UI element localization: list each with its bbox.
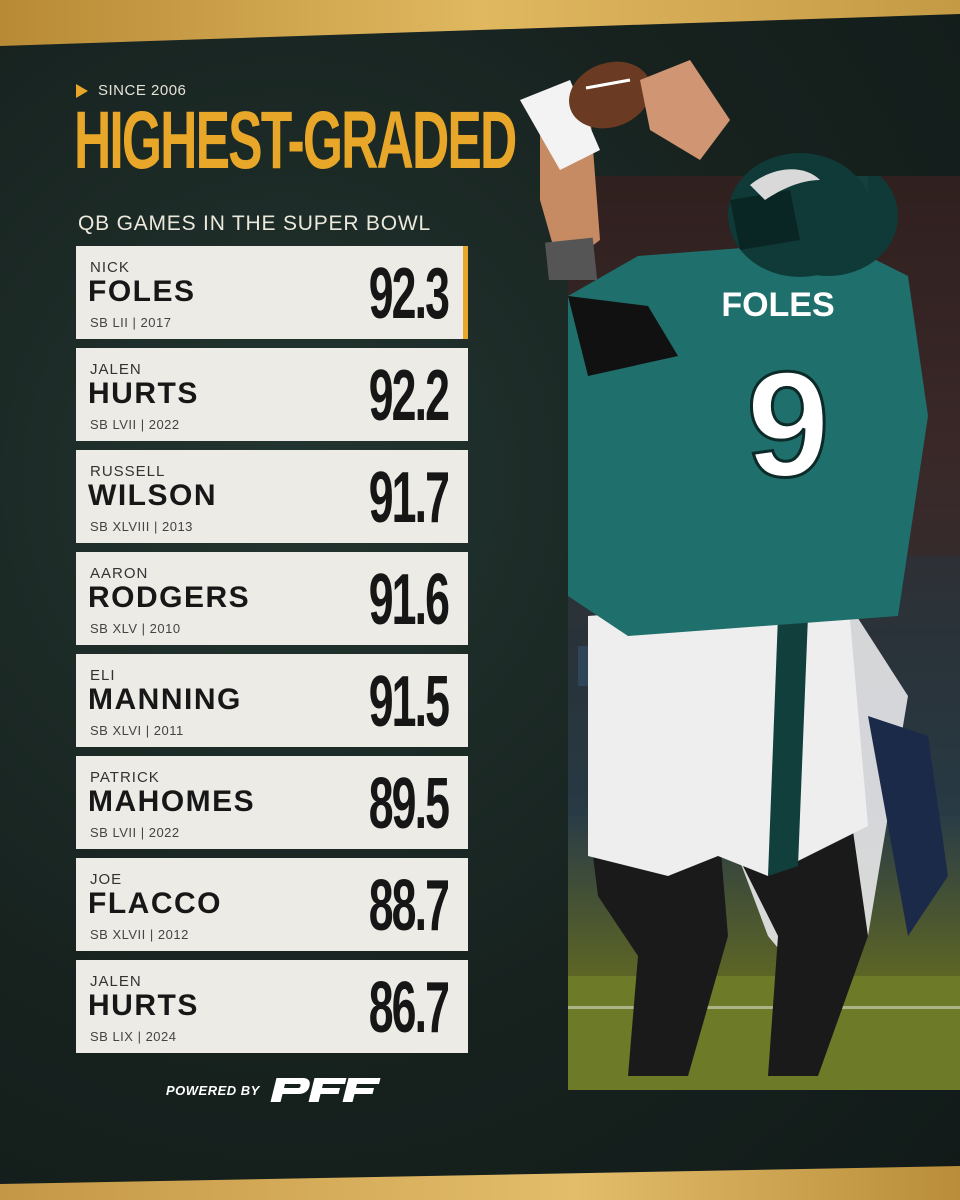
player-grade: 91.7 bbox=[368, 458, 450, 538]
player-game: SB LVII | 2022 bbox=[90, 417, 180, 432]
player-game: SB XLVI | 2011 bbox=[90, 723, 184, 738]
player-game: SB XLVIII | 2013 bbox=[90, 519, 193, 534]
player-card: AARON RODGERS SB XLV | 2010 91.6 bbox=[76, 552, 468, 645]
player-last-name: FLACCO bbox=[88, 887, 222, 920]
player-game: SB XLV | 2010 bbox=[90, 621, 181, 636]
player-grade: 92.3 bbox=[368, 254, 450, 334]
player-grade: 89.5 bbox=[368, 764, 450, 844]
player-last-name: MANNING bbox=[88, 683, 242, 716]
kicker-text: SINCE 2006 bbox=[98, 82, 187, 99]
kicker: SINCE 2006 bbox=[76, 82, 186, 99]
player-card: ELI MANNING SB XLVI | 2011 91.5 bbox=[76, 654, 468, 747]
player-grade: 86.7 bbox=[368, 968, 450, 1048]
player-card: RUSSELL WILSON SB XLVIII | 2013 91.7 bbox=[76, 450, 468, 543]
catch-illustration bbox=[520, 60, 872, 280]
player-illustration: FOLES 9 bbox=[568, 176, 960, 1090]
player-first-name: ELI bbox=[90, 667, 116, 684]
player-game: SB LIX | 2024 bbox=[90, 1029, 177, 1044]
rankings-list: NICK FOLES SB LII | 2017 92.3 JALEN HURT… bbox=[76, 246, 468, 1062]
player-last-name: WILSON bbox=[88, 479, 217, 512]
player-grade: 91.6 bbox=[368, 560, 450, 640]
player-first-name: AARON bbox=[90, 565, 149, 582]
player-first-name: JOE bbox=[90, 871, 123, 888]
jersey-name: FOLES bbox=[721, 286, 834, 324]
player-game: SB LII | 2017 bbox=[90, 315, 172, 330]
subheadline: QB GAMES IN THE SUPER BOWL bbox=[78, 212, 431, 235]
player-last-name: HURTS bbox=[88, 377, 199, 410]
player-first-name: NICK bbox=[90, 259, 130, 276]
player-grade: 91.5 bbox=[368, 662, 450, 742]
pff-logo bbox=[270, 1076, 382, 1104]
player-game: SB XLVII | 2012 bbox=[90, 927, 189, 942]
player-first-name: RUSSELL bbox=[90, 463, 166, 480]
player-last-name: RODGERS bbox=[88, 581, 251, 614]
player-first-name: JALEN bbox=[90, 973, 142, 990]
player-card: PATRICK MAHOMES SB LVII | 2022 89.5 bbox=[76, 756, 468, 849]
player-first-name: JALEN bbox=[90, 361, 142, 378]
player-grade: 92.2 bbox=[368, 356, 450, 436]
player-first-name: PATRICK bbox=[90, 769, 160, 786]
player-card: JALEN HURTS SB LIX | 2024 86.7 bbox=[76, 960, 468, 1053]
powered-by-label: POWERED BY bbox=[166, 1082, 260, 1098]
headline: HIGHEST-GRADED bbox=[74, 95, 517, 186]
player-game: SB LVII | 2022 bbox=[90, 825, 180, 840]
player-last-name: HURTS bbox=[88, 989, 199, 1022]
play-triangle-icon bbox=[76, 83, 88, 98]
player-last-name: FOLES bbox=[88, 275, 196, 308]
jersey-number: 9 bbox=[746, 340, 829, 508]
player-card: JOE FLACCO SB XLVII | 2012 88.7 bbox=[76, 858, 468, 951]
player-grade: 88.7 bbox=[368, 866, 450, 946]
player-card: JALEN HURTS SB LVII | 2022 92.2 bbox=[76, 348, 468, 441]
player-last-name: MAHOMES bbox=[88, 785, 256, 818]
powered-by: POWERED BY bbox=[166, 1076, 382, 1104]
player-photo: FOLES 9 bbox=[568, 176, 960, 1090]
player-card: NICK FOLES SB LII | 2017 92.3 bbox=[76, 246, 468, 339]
